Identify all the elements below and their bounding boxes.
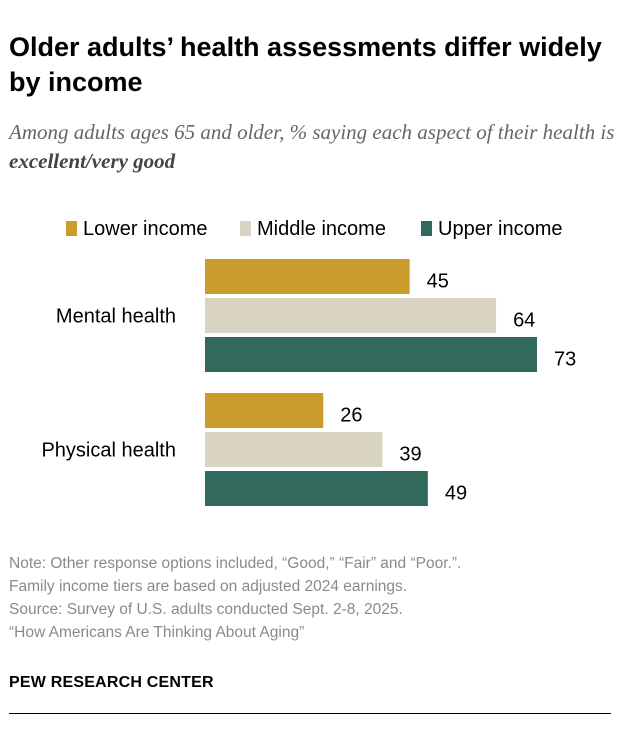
bar-chart: Lower income Middle income Upper income Men…: [41, 218, 576, 506]
legend-label: Lower income: [83, 218, 208, 240]
data-label: 26: [340, 405, 362, 427]
legend-swatch-0: [66, 221, 77, 236]
category-label: Physical health: [41, 440, 176, 462]
bar: [205, 259, 410, 294]
category-label: Mental health: [56, 306, 176, 328]
legend-swatch-2: [421, 221, 432, 236]
note-line: Note: Other response options included, “…: [9, 555, 462, 572]
bar: [205, 298, 497, 333]
chart-title: Older adults’ health assessments differ …: [9, 32, 602, 97]
chart-subtitle: Among adults ages 65 and older, % saying…: [9, 118, 619, 176]
subtitle-text: Among adults ages 65 and older, % saying…: [9, 120, 615, 144]
subtitle-emphasis: excellent/very good: [9, 149, 176, 173]
bar: [205, 471, 428, 506]
legend-label: Upper income: [438, 218, 563, 240]
pew-logo: PEW RESEARCH CENTER: [9, 674, 214, 691]
legend-label: Middle income: [257, 218, 386, 240]
bottom-rule: [9, 713, 611, 714]
data-label: 49: [445, 483, 467, 505]
report-title-line: “How Americans Are Thinking About Aging”: [9, 624, 305, 641]
bar: [205, 432, 383, 467]
data-label: 39: [399, 444, 421, 466]
bar: [205, 393, 324, 428]
bar: [205, 337, 537, 372]
source-line: Source: Survey of U.S. adults conducted …: [9, 601, 403, 618]
note-line: Family income tiers are based on adjuste…: [9, 578, 408, 595]
legend-swatch-1: [240, 221, 251, 236]
data-label: 45: [427, 271, 449, 293]
data-label: 64: [513, 310, 535, 332]
notes: Note: Other response options included, “…: [9, 552, 461, 644]
data-label: 73: [554, 349, 576, 371]
